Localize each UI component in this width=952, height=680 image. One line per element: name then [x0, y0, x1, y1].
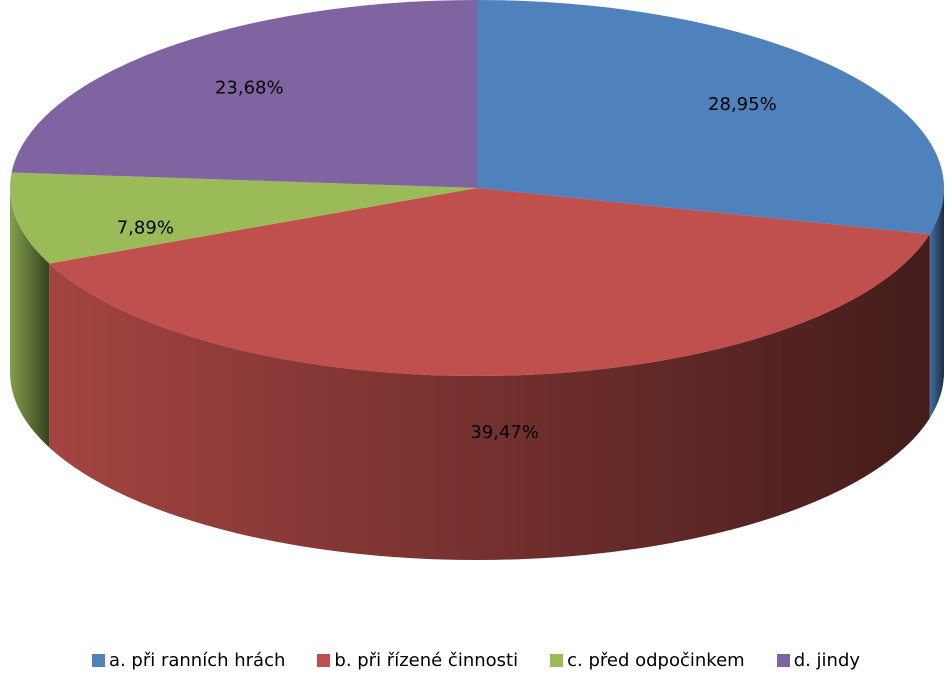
legend-label: b. při řízené činnosti	[334, 649, 519, 671]
legend-label: d. jindy	[793, 649, 861, 671]
chart: 28,95% 39,47% 7,89% 23,68%	[9, 0, 944, 561]
data-label: 28,95%	[708, 94, 777, 115]
slice	[9, 172, 477, 264]
data-label: 7,89%	[117, 217, 174, 238]
legend-swatch	[91, 653, 105, 667]
slice-side-shade	[49, 234, 930, 561]
slice-side-shade	[929, 188, 944, 419]
legend-swatch	[317, 653, 331, 667]
legend: a. při ranních hrách b. při řízené činnos…	[0, 642, 952, 678]
data-label: 23,68%	[215, 77, 284, 98]
legend-swatch	[550, 653, 564, 667]
slice	[11, 0, 477, 188]
legend-swatch	[776, 653, 790, 667]
legend-item: c. před odpočinkem	[550, 650, 745, 671]
slice	[477, 0, 944, 235]
slice	[49, 188, 930, 377]
legend-label: c. před odpočinkem	[567, 649, 745, 671]
legend-label: a. při ranních hrách	[108, 649, 286, 671]
legend-item: a. při ranních hrách	[91, 649, 286, 671]
slice-side-shade	[10, 188, 50, 448]
legend-item: d. jindy	[776, 649, 861, 671]
legend-item: b. při řízené činnosti	[317, 650, 518, 671]
data-label: 39,47%	[470, 422, 539, 443]
